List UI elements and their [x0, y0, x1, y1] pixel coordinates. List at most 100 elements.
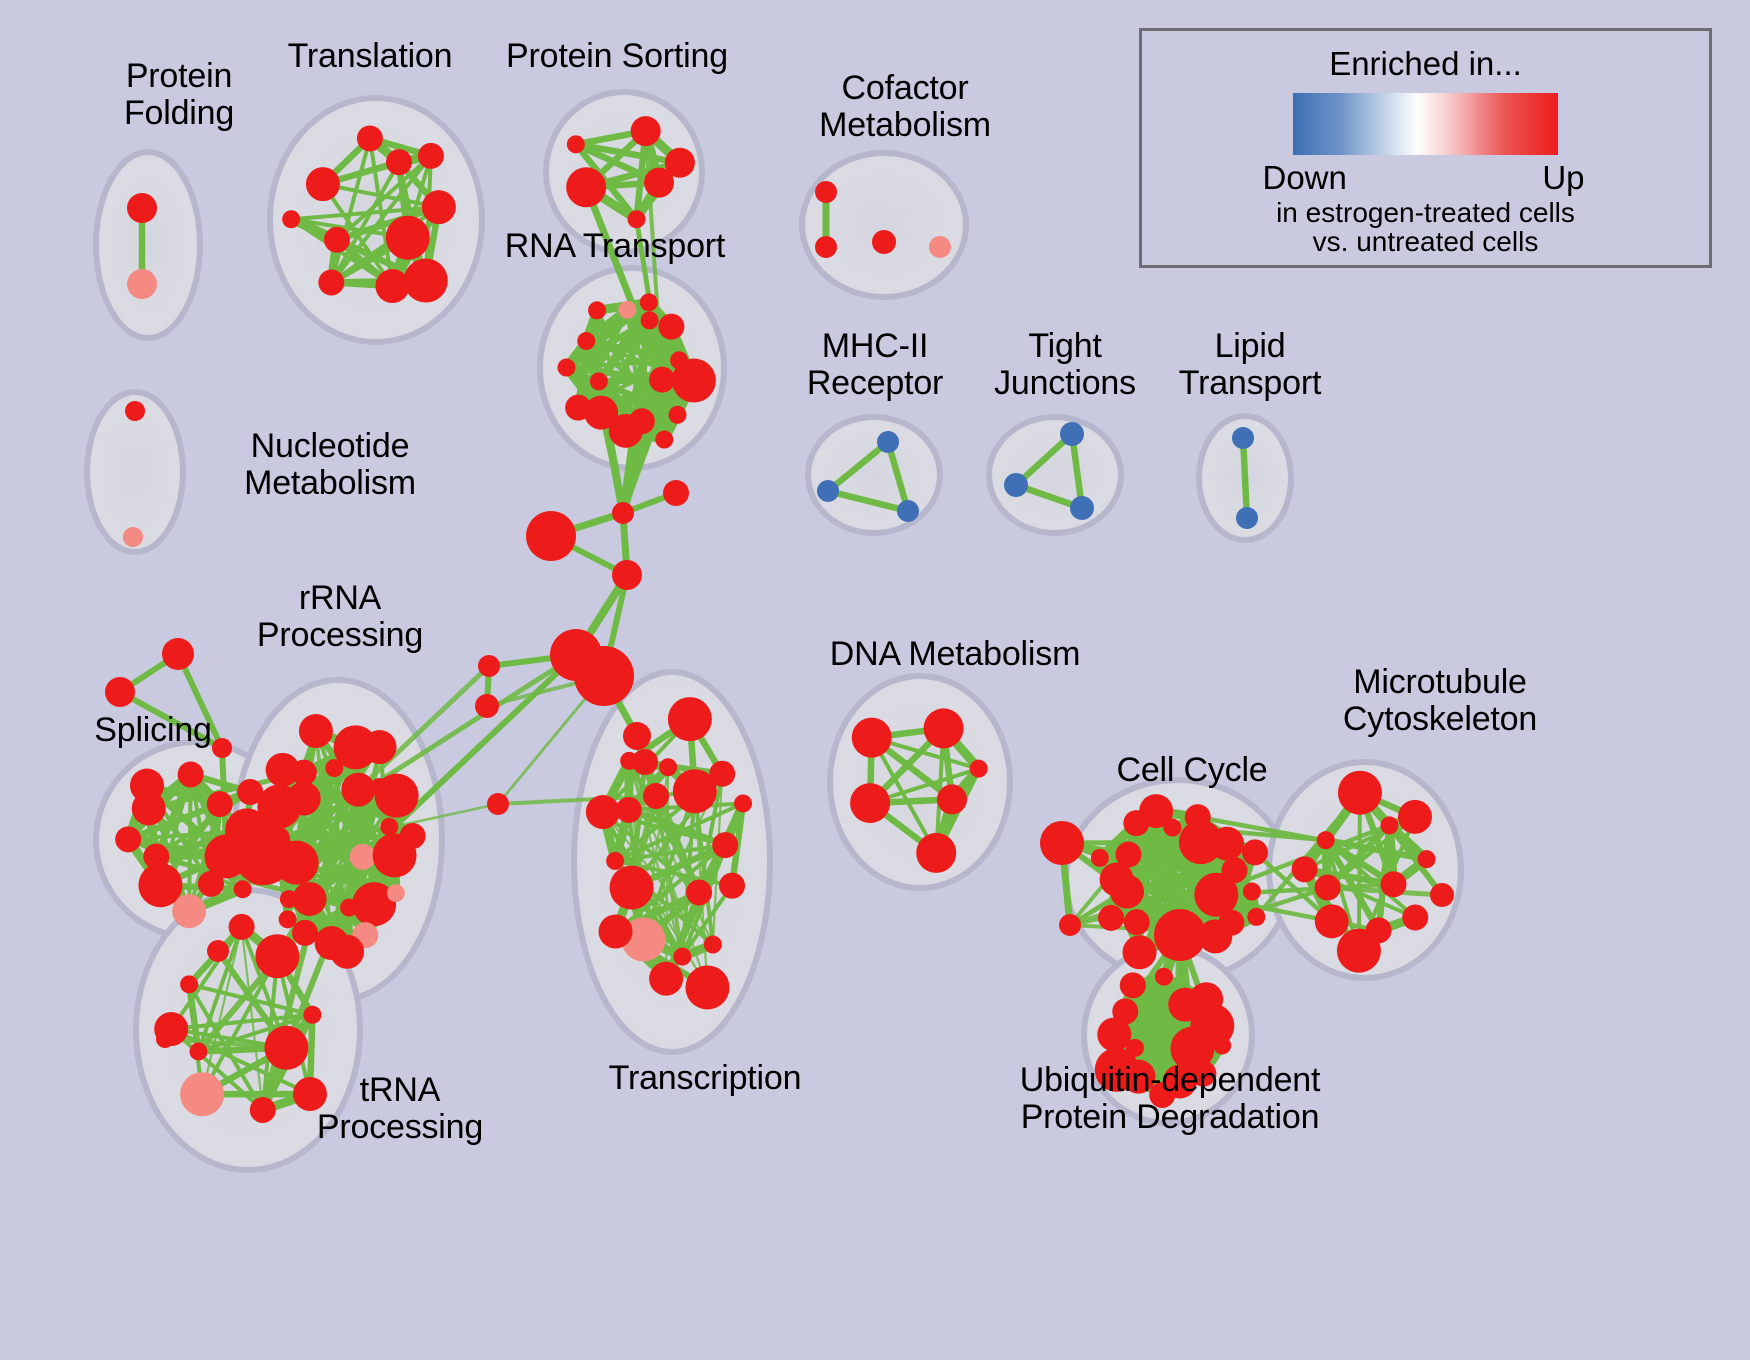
network-node — [618, 300, 637, 319]
network-node — [279, 890, 298, 909]
network-node — [655, 430, 674, 449]
network-node — [421, 190, 456, 225]
network-node — [1149, 1081, 1176, 1108]
network-node — [712, 832, 739, 859]
network-edge — [329, 136, 372, 285]
network-node — [386, 884, 405, 903]
network-edge — [601, 810, 714, 946]
network-node — [323, 226, 350, 253]
network-node — [668, 405, 687, 424]
network-node — [1430, 883, 1454, 907]
cluster-label-dna-metabolism: DNA Metabolism — [829, 635, 1081, 673]
network-edge — [200, 954, 280, 1097]
network-node — [685, 965, 730, 1010]
network-edge — [329, 153, 433, 285]
network-edge — [359, 652, 579, 860]
network-node — [877, 431, 899, 453]
network-edge — [1325, 814, 1417, 890]
network-edge — [289, 217, 428, 283]
network-edge — [289, 217, 395, 289]
legend-up-label: Up — [1542, 159, 1585, 196]
network-node — [916, 832, 957, 873]
network-node — [664, 147, 695, 178]
cluster-label-protein-folding: Protein Folding — [123, 57, 235, 132]
network-node — [969, 759, 988, 778]
network-node — [1154, 967, 1173, 986]
network-node — [303, 1005, 322, 1024]
cluster-label-mhc-ii-receptor: MHC-II Receptor — [806, 327, 944, 402]
network-node — [574, 646, 634, 706]
network-node — [127, 193, 157, 223]
network-node — [1125, 1038, 1144, 1057]
network-node — [615, 796, 642, 823]
network-node — [640, 311, 659, 330]
network-node — [686, 879, 713, 906]
network-node — [305, 167, 340, 202]
network-node — [565, 394, 592, 421]
network-node — [1247, 907, 1266, 926]
network-node — [249, 1096, 276, 1123]
network-edge — [187, 982, 265, 1112]
network-edge — [169, 924, 244, 1032]
network-node — [627, 210, 646, 229]
network-node — [1242, 882, 1261, 901]
network-node — [1221, 857, 1248, 884]
network-node — [1070, 496, 1094, 520]
network-node — [672, 769, 717, 814]
network-node — [589, 372, 608, 391]
cluster-label-microtubule-cytoskeleton: Microtubule Cytoskeleton — [1342, 663, 1538, 738]
network-node — [115, 826, 142, 853]
network-node — [598, 914, 633, 949]
network-node — [1190, 1060, 1217, 1087]
network-node — [526, 511, 576, 561]
network-edge — [824, 487, 912, 515]
network-edge — [1012, 430, 1076, 489]
network-edge — [1195, 814, 1429, 862]
network-node — [1380, 871, 1407, 898]
network-node — [1397, 799, 1432, 834]
network-node — [1402, 904, 1429, 931]
network-node — [478, 655, 500, 677]
network-node — [380, 817, 399, 836]
network-edge — [1239, 434, 1251, 522]
network-node — [330, 934, 365, 969]
network-edge — [320, 153, 433, 187]
network-node — [105, 677, 135, 707]
network-node — [298, 714, 333, 749]
network-node — [123, 527, 143, 547]
cluster-label-splicing: Splicing — [94, 711, 212, 749]
network-node — [1059, 914, 1081, 936]
network-edge — [1252, 850, 1335, 924]
network-node — [1004, 473, 1028, 497]
network-node — [733, 794, 752, 813]
network-node — [929, 236, 951, 258]
cluster-label-protein-sorting: Protein Sorting — [506, 37, 728, 75]
network-node — [667, 697, 712, 742]
network-node — [228, 913, 255, 940]
network-node — [172, 894, 207, 929]
network-node — [577, 332, 596, 351]
cluster-label-rna-transport: RNA Transport — [504, 227, 726, 265]
network-node — [566, 135, 585, 154]
network-node — [584, 395, 619, 430]
network-edge — [187, 772, 193, 914]
network-node — [937, 784, 968, 815]
network-node — [1417, 850, 1436, 869]
network-node — [649, 961, 684, 996]
network-edge — [1386, 822, 1445, 898]
network-node — [237, 779, 264, 806]
legend-caption-line2: vs. untreated cells — [1312, 226, 1539, 258]
network-node — [585, 795, 620, 830]
network-edge — [572, 141, 684, 166]
network-node — [374, 773, 419, 818]
network-node — [1198, 919, 1233, 954]
network-node — [1291, 856, 1318, 883]
network-edge — [240, 925, 264, 1112]
network-node — [557, 358, 576, 377]
network-edge — [355, 663, 492, 793]
cluster-label-cell-cycle: Cell Cycle — [1116, 751, 1268, 789]
network-node — [1236, 507, 1258, 529]
network-node — [1115, 841, 1142, 868]
network-edge — [289, 205, 441, 222]
